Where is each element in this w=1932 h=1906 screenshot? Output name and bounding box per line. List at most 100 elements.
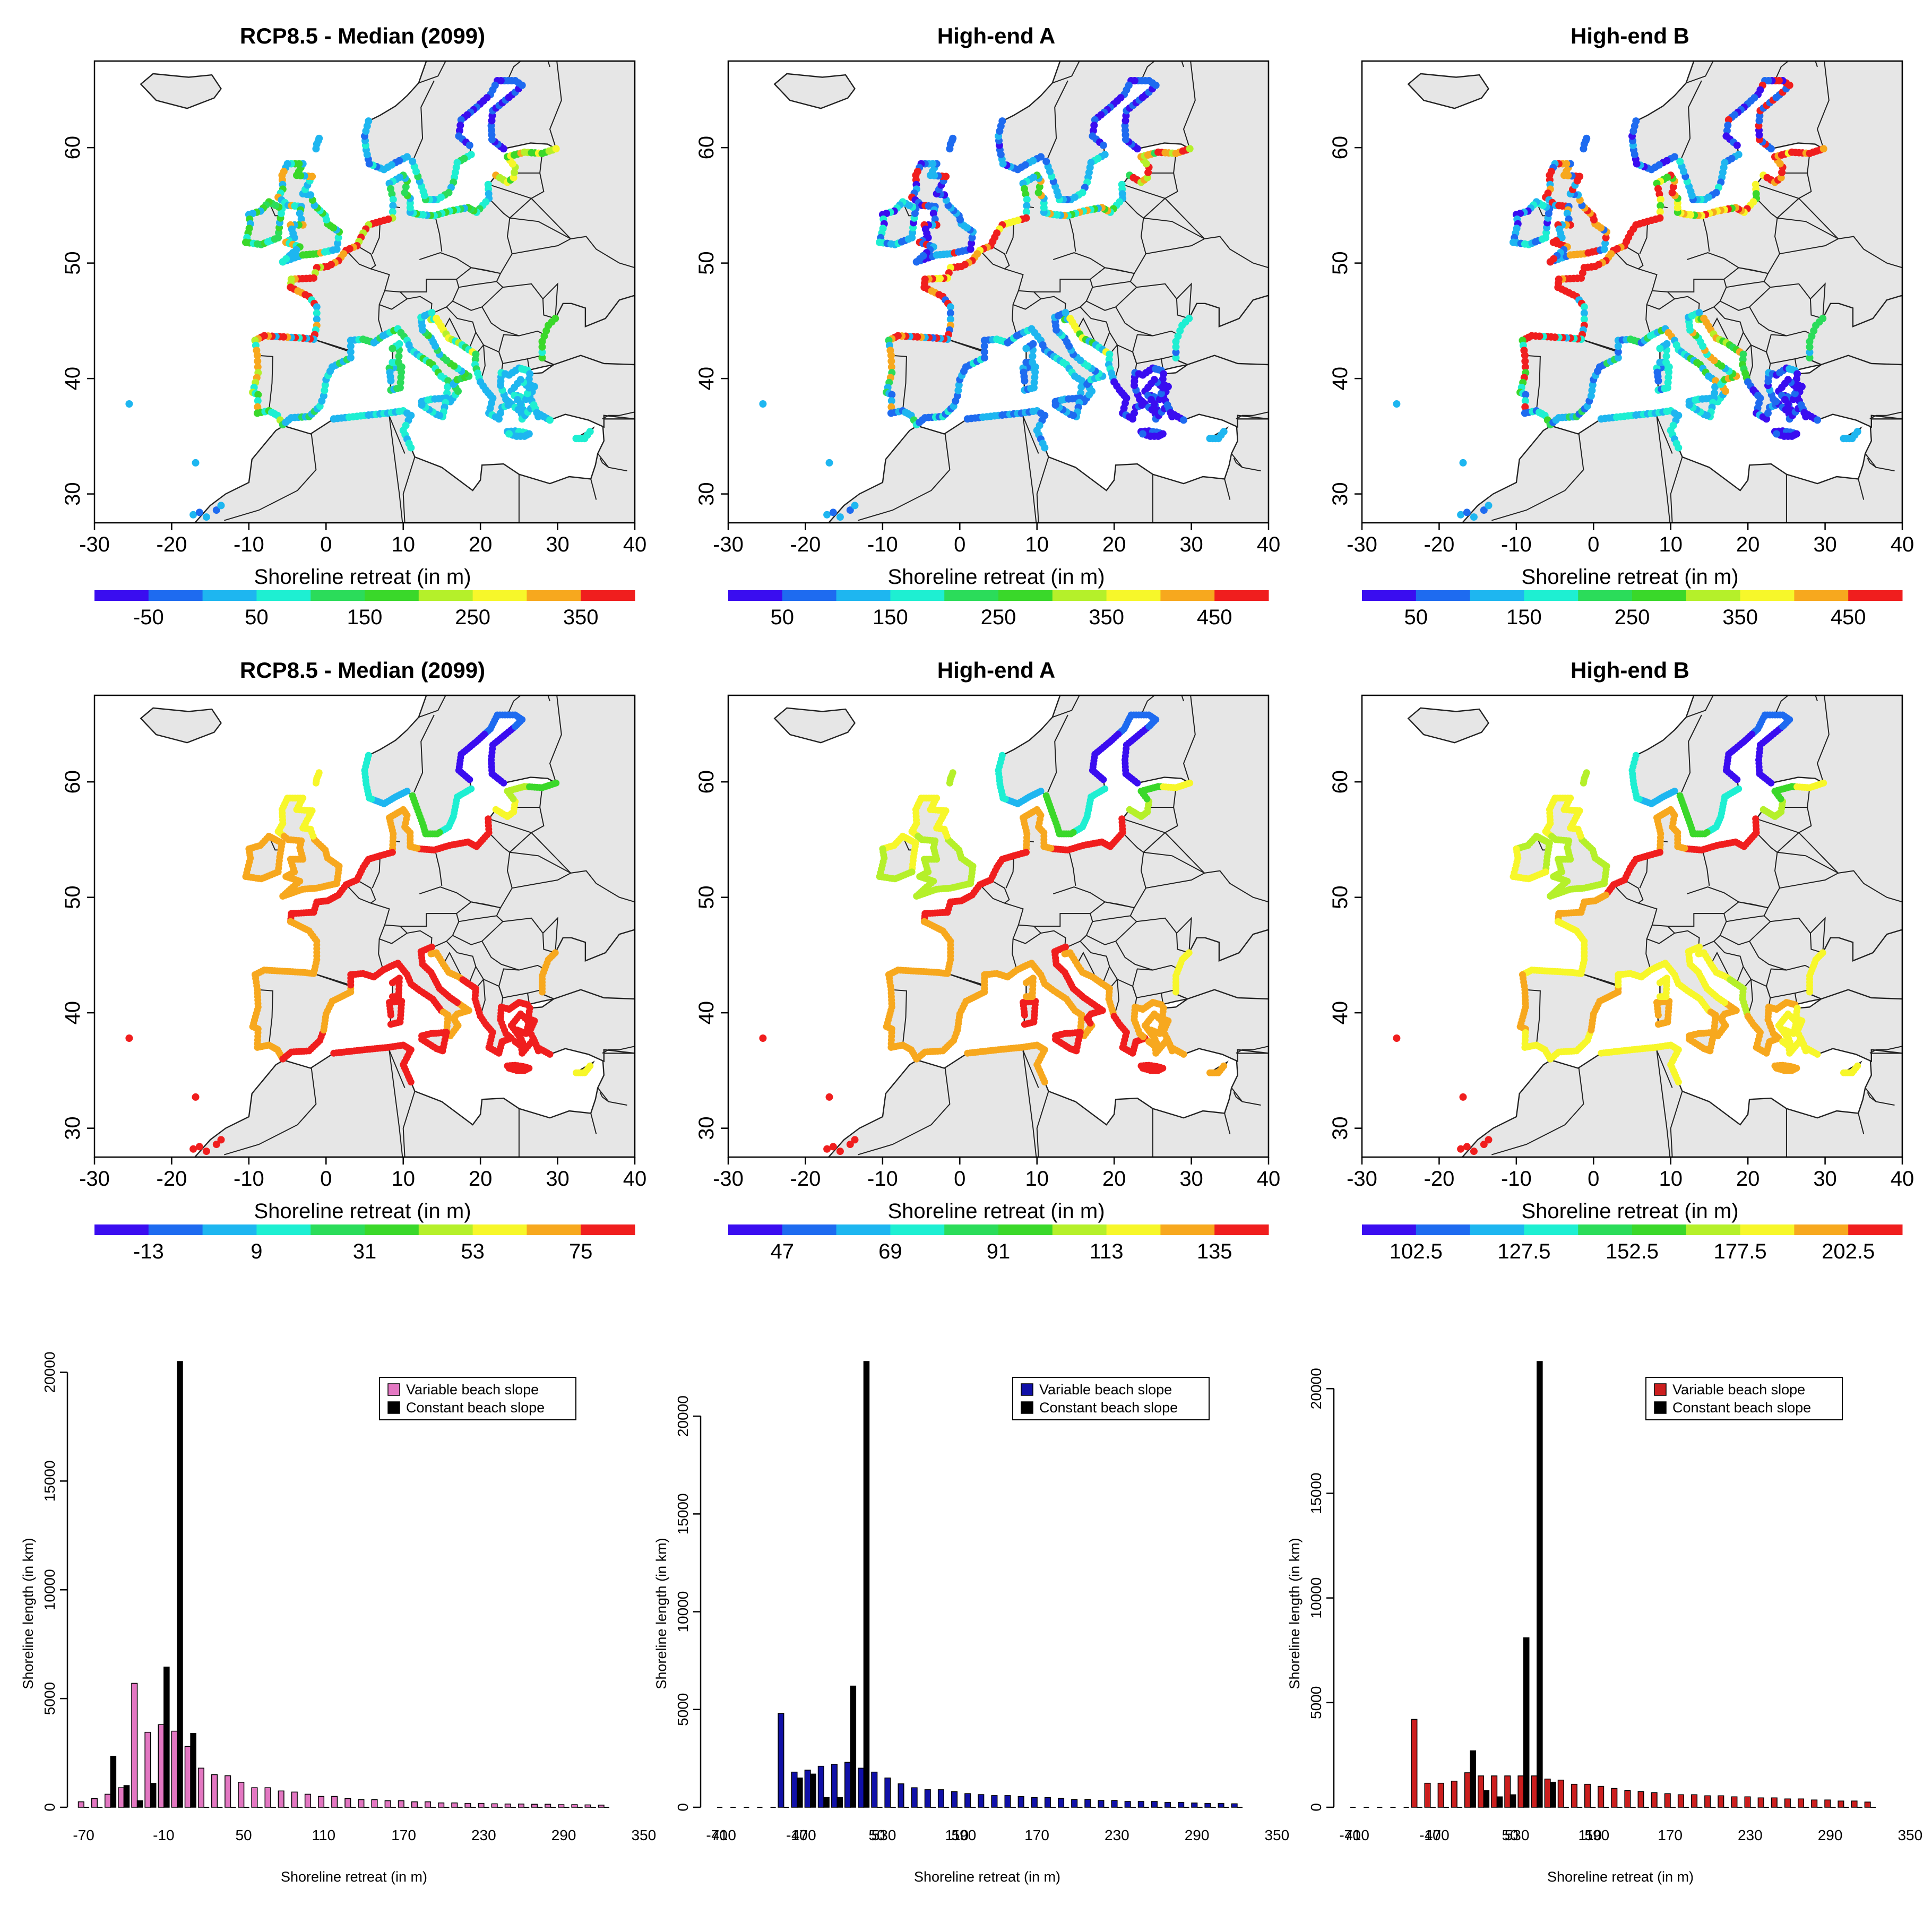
map-frame (93, 60, 636, 524)
country-border (513, 153, 543, 174)
country-border (1770, 283, 1823, 319)
land-polygon (827, 1044, 1269, 1157)
coast-point (428, 943, 435, 951)
country-border (1068, 852, 1076, 886)
country-border (590, 479, 597, 500)
legend-swatch (1686, 590, 1741, 601)
legend-swatch (1848, 590, 1903, 601)
country-border (1524, 355, 1541, 411)
map-frame (93, 694, 636, 1158)
coast-point (1601, 239, 1609, 247)
country-border (1080, 306, 1110, 350)
country-border (1766, 968, 1787, 987)
coast-point (1172, 354, 1180, 361)
country-border (1233, 458, 1243, 468)
coast-point (586, 1062, 594, 1070)
coast-point (1029, 352, 1037, 360)
y-tick-label: 40 (61, 1001, 84, 1025)
coast-point (546, 1050, 554, 1058)
coast-point (297, 215, 305, 223)
country-border (1774, 695, 1818, 715)
coast-point (1656, 344, 1664, 352)
legend-label: -50 (133, 606, 164, 629)
legend-swatch (1578, 590, 1633, 601)
coast-point (279, 258, 287, 266)
country-border (1723, 267, 1769, 282)
coast-point (1021, 377, 1029, 385)
country-border (257, 989, 273, 1046)
country-border (1176, 282, 1192, 319)
country-border (1655, 414, 1673, 454)
country-border (1779, 238, 1839, 255)
land-polygon (1407, 707, 1489, 744)
legend-label: 113 (1090, 1240, 1124, 1263)
legend-label: 250 (981, 606, 1016, 629)
coast-point (347, 348, 355, 356)
island-point (217, 1136, 225, 1144)
coast-point (296, 210, 304, 218)
country-border (1867, 458, 1877, 468)
x-tick-label: 40 (1257, 533, 1281, 556)
x-tick-label: 30 (546, 533, 570, 556)
legend-swatch (1362, 590, 1417, 601)
country-border (858, 434, 951, 521)
country-border (1224, 479, 1231, 500)
island-point (212, 506, 220, 514)
country-border (1867, 1092, 1877, 1102)
legend-swatch (365, 1224, 419, 1235)
country-border (512, 238, 571, 255)
country-border (1136, 917, 1189, 953)
island-point (1393, 400, 1401, 408)
x-tick-label: -10 (234, 1167, 264, 1191)
country-border (1581, 339, 1619, 351)
map-frame (727, 694, 1270, 1158)
coast-point (1042, 792, 1050, 799)
coast-point (931, 215, 939, 223)
x-tick-label: -20 (790, 1167, 821, 1191)
coast-point (887, 363, 895, 371)
coast-point (980, 348, 988, 356)
legend-swatch (418, 590, 473, 601)
country-border (1076, 951, 1097, 978)
country-border (531, 198, 635, 269)
coast-point (1022, 979, 1030, 987)
legend-label: -13 (133, 1240, 164, 1263)
coast-point (1542, 234, 1550, 242)
legend-swatch (365, 590, 419, 601)
coast-point (1806, 354, 1814, 361)
country-border (452, 915, 504, 945)
country-border (1766, 986, 1797, 1003)
island-point (189, 1145, 197, 1153)
island-point (195, 1143, 203, 1151)
legend-swatch (1106, 590, 1161, 601)
coast-point (1657, 202, 1664, 210)
coast-point (1580, 315, 1588, 323)
land-polygon (773, 707, 856, 744)
coast-point (949, 769, 956, 777)
country-border (1141, 695, 1184, 715)
legend-swatch (1106, 1224, 1161, 1235)
country-border (1036, 456, 1049, 523)
country-border (1869, 411, 1902, 420)
coast-point (1041, 444, 1049, 452)
coast-point (538, 348, 546, 356)
country-border (1122, 832, 1166, 853)
coast-point (534, 1047, 542, 1055)
x-tick-label: -10 (867, 1167, 898, 1191)
country-border (481, 306, 547, 337)
x-tick-label: 40 (623, 1167, 647, 1191)
coastline-dots (759, 77, 1228, 521)
land-polygon (1461, 410, 1902, 523)
coast-point (315, 769, 323, 777)
country-border (1749, 306, 1815, 337)
country-border (356, 879, 376, 904)
coastline-dots (125, 77, 594, 521)
legend-label: 350 (1722, 606, 1758, 629)
country-border (1581, 973, 1619, 986)
coast-point (1789, 395, 1797, 403)
coast-point (546, 416, 554, 424)
country-border (446, 306, 477, 350)
coast-point (522, 395, 530, 403)
country-border (1141, 61, 1184, 81)
